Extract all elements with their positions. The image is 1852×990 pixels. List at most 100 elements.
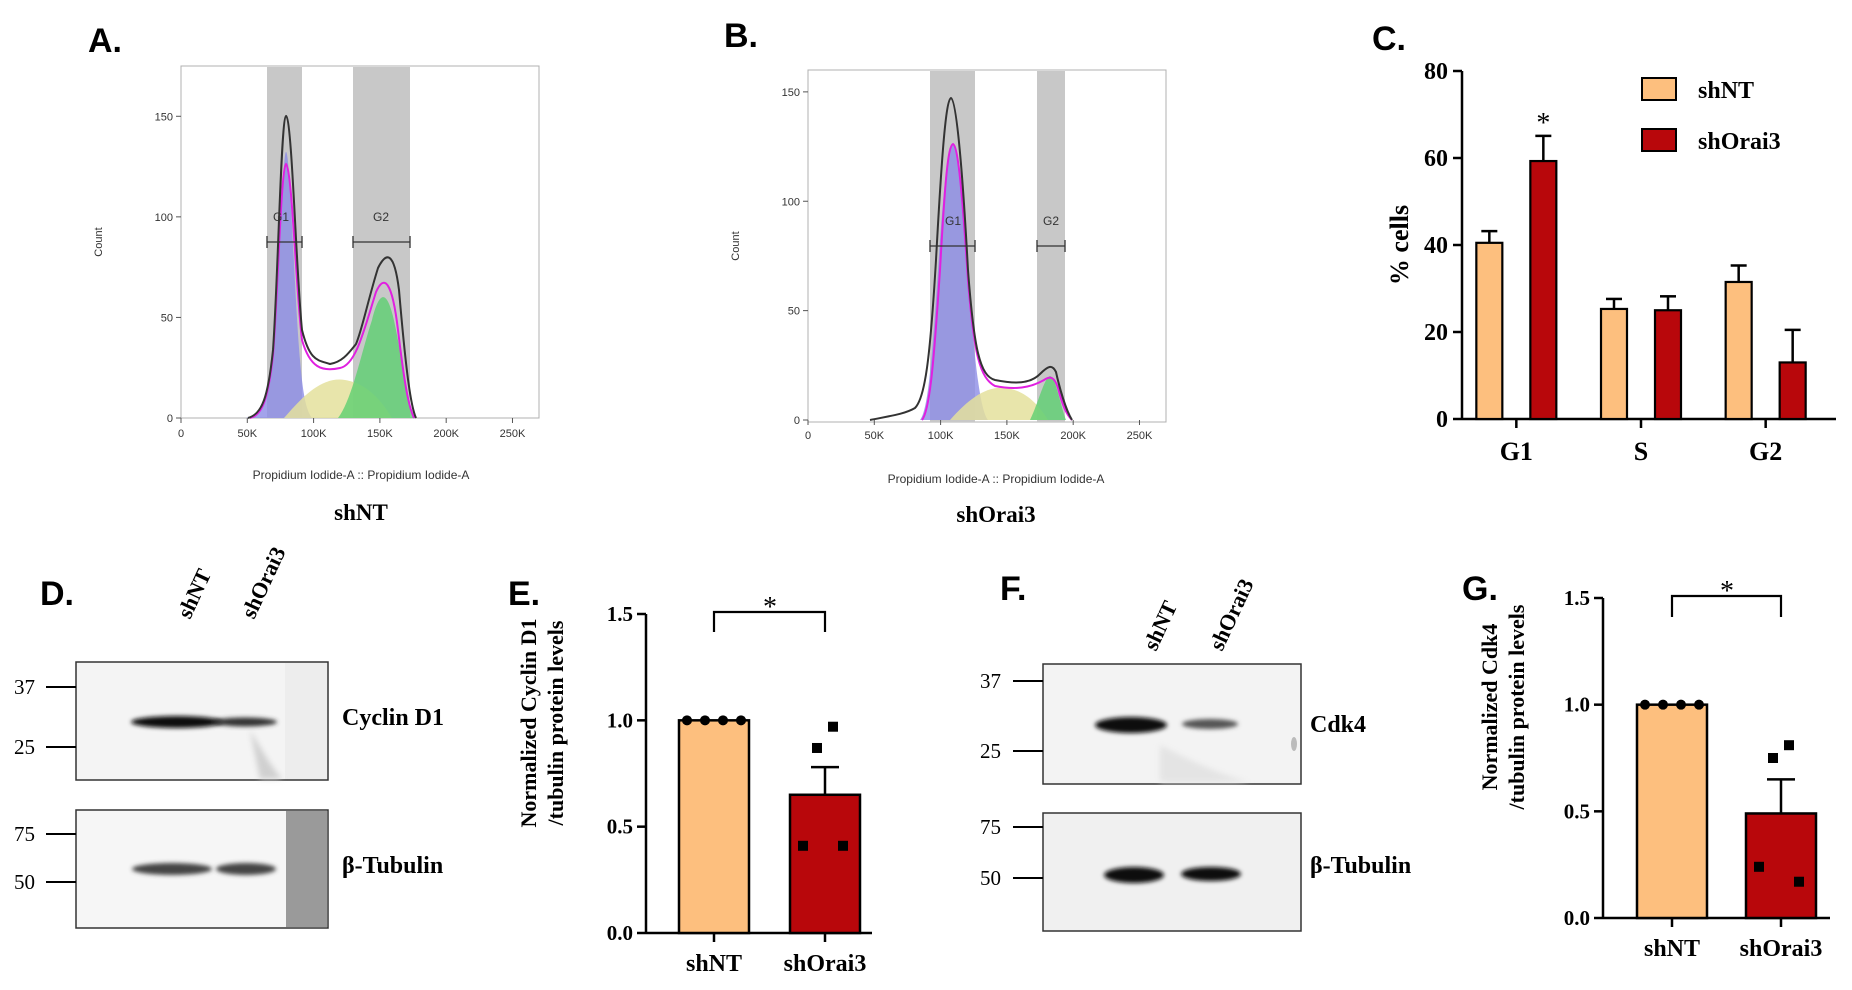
x-tick-label: 50K: [238, 428, 258, 440]
panel-g-y-tick-label: 0.0: [1564, 906, 1590, 930]
panel-a-caption: shNT: [334, 500, 388, 525]
panel-g-data-point: [1794, 876, 1804, 887]
panel-e-bar-shorai3: [788, 793, 862, 935]
panel-b-caption: shOrai3: [956, 502, 1035, 527]
panel-c-bar-shnt-g1: [1475, 241, 1504, 421]
y-tick-label: 150: [782, 87, 800, 99]
panel-a-y-axis: 0 50 100 150: [155, 111, 181, 425]
x-tick-label: 100K: [301, 428, 327, 440]
panel-d-western-blot: shNT shOrai3 37 25 75 50 Cyclin D1 β-Tub…: [14, 543, 444, 929]
panel-g-y-tick-label: 1.0: [1564, 693, 1590, 717]
panel-b-y-axis: 0 50 100 150: [782, 87, 808, 427]
band-tubulin-f-shorai3: [1181, 867, 1241, 881]
panel-b-g2-fit: [1030, 376, 1066, 420]
panel-c-y-tick-label: 0: [1436, 407, 1448, 433]
lane-label-f-shnt: shNT: [1138, 597, 1183, 654]
lane-label-shorai3: shOrai3: [236, 543, 291, 622]
mw-50-d: 50: [14, 870, 35, 894]
panel-e-data-point: [812, 742, 822, 753]
blot-label-tubulin-f: β-Tubulin: [1310, 853, 1411, 879]
band-cyclin-d1-shnt: [131, 716, 223, 728]
mw-75-d: 75: [14, 822, 35, 846]
panel-e-y-tick-label: 1.5: [607, 602, 633, 626]
x-tick-label: 250K: [1127, 430, 1153, 442]
panel-c-x-tick-label: G2: [1749, 437, 1782, 466]
mw-37-d: 37: [14, 675, 35, 699]
panel-e-x-tick-label: shOrai3: [784, 951, 867, 977]
panel-g-bar-shnt: [1635, 703, 1709, 920]
blot-label-tubulin-d: β-Tubulin: [342, 853, 443, 879]
panel-e-data-point: [798, 840, 808, 851]
panel-c-bar-shorai3-g1: [1529, 159, 1558, 421]
panel-b-gate-g1-label: G1: [945, 214, 961, 228]
panel-c-bar-shorai3-s: [1653, 309, 1683, 421]
x-tick-label: 0: [805, 430, 811, 442]
band-tubulin-d-shorai3: [216, 863, 276, 875]
panel-b-histogram-line: [869, 96, 1073, 421]
y-tick-label: 100: [782, 196, 800, 208]
panel-e-data-point: [736, 715, 746, 726]
y-tick-label: 100: [155, 212, 173, 224]
panel-e-x-tick-label: shNT: [686, 951, 742, 977]
panel-e-y-tick-label: 0.5: [607, 815, 633, 839]
panel-e-significance-bracket: [712, 610, 827, 632]
y-tick-label: 150: [155, 111, 173, 123]
panel-c-bar-shnt-g2: [1724, 280, 1753, 421]
panel-g-y-label: Normalized Cdk4/tubulin protein levels: [1477, 604, 1529, 810]
x-tick-label: 200K: [433, 428, 459, 440]
x-tick-label: 200K: [1060, 430, 1086, 442]
mw-25-d: 25: [14, 735, 35, 759]
y-tick-label: 0: [167, 413, 173, 425]
lane-label-shnt: shNT: [172, 565, 217, 622]
legend-swatch-shorai3: [1641, 128, 1677, 152]
panel-a-x-axis: 0 50K 100K 150K 200K 250K: [178, 418, 526, 440]
panel-g-data-point: [1784, 740, 1794, 751]
panel-b-frame: [807, 69, 1167, 423]
mw-25-f: 25: [980, 739, 1001, 763]
panel-g-data-point: [1676, 699, 1686, 710]
panel-a-gate-g2-label: G2: [373, 210, 389, 224]
panel-g-data-point: [1754, 861, 1764, 872]
y-tick-label: 0: [794, 415, 800, 427]
panel-e-data-point: [718, 715, 728, 726]
y-tick-label: 50: [788, 306, 800, 318]
panel-c-significance-star: *: [1536, 108, 1550, 139]
blot-label-cdk4: Cdk4: [1310, 712, 1366, 738]
legend-label-shnt: shNT: [1698, 78, 1754, 104]
panel-g-data-point: [1768, 753, 1778, 763]
panel-g-significance-bracket: [1670, 594, 1783, 617]
panel-a-histogram: G1 G2 0 50 100 150 0 50K 100K 150K 200K 250K Cou…: [93, 65, 540, 525]
band-tubulin-f-shnt: [1104, 867, 1164, 883]
panel-a-g1-fit: [246, 151, 312, 418]
x-tick-label: 100K: [928, 430, 954, 442]
panel-g-y-tick-label: 1.5: [1564, 586, 1590, 610]
mw-50-f: 50: [980, 866, 1001, 890]
panel-g-x-tick-label: shOrai3: [1740, 936, 1823, 962]
panel-b-gate-g2-label: G2: [1043, 214, 1059, 228]
x-tick-label: 0: [178, 428, 184, 440]
x-tick-label: 150K: [994, 430, 1020, 442]
panel-letter-g: G.: [1462, 570, 1498, 608]
panel-letter-b: B.: [724, 17, 758, 55]
panel-e-data-point: [828, 721, 838, 732]
panel-b-gate-markers: [929, 240, 1066, 252]
panel-b-histogram: G1 G2 0 50 100 150 0 50K 100K 150K 200K 250K Cou…: [730, 69, 1167, 527]
band-cdk4-shnt: [1095, 717, 1167, 733]
lane-label-f-shorai3: shOrai3: [1204, 575, 1259, 654]
panel-c-bar-shnt-s: [1599, 307, 1629, 421]
band-cyclin-d1-shorai3: [213, 717, 277, 727]
panel-g-data-point: [1694, 699, 1704, 710]
panel-a-gate-g1-label: G1: [273, 210, 289, 224]
panel-e-bar-chart: 0.0 0.5 1.0 1.5 shNT shOrai3 Normalized Cycli…: [516, 592, 872, 977]
x-tick-label: 250K: [500, 428, 526, 440]
legend-label-shorai3: shOrai3: [1698, 129, 1781, 155]
panel-letter-f: F.: [1000, 570, 1026, 608]
panel-c-y-tick-label: 60: [1424, 146, 1448, 172]
panel-e-y-tick-label: 0.0: [607, 921, 633, 945]
panel-e-y-label: Normalized Cyclin D1/tubulin protein lev…: [516, 619, 568, 828]
panel-e-data-point: [700, 715, 710, 726]
x-tick-label: 150K: [367, 428, 393, 440]
panel-c-x-tick-label: G1: [1500, 437, 1533, 466]
panel-letter-e: E.: [508, 575, 540, 613]
